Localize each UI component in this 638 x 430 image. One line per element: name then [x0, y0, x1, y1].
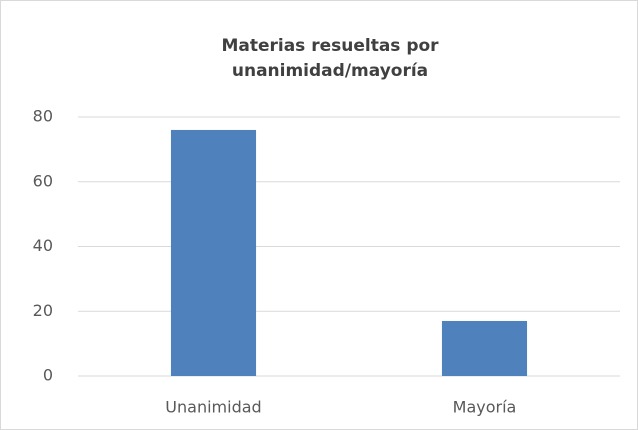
y-tick-label: 80 [33, 107, 53, 126]
bar [441, 320, 528, 376]
y-tick-label: 40 [33, 236, 53, 255]
y-tick-label: 60 [33, 171, 53, 190]
y-tick-label: 0 [43, 366, 53, 385]
chart-title: Materias resueltas por unanimidad/mayorí… [221, 36, 439, 81]
bar [170, 129, 257, 376]
y-tick-label: 20 [33, 301, 53, 320]
x-tick-label: Unanimidad [165, 398, 261, 417]
x-tick-label: Mayoría [453, 398, 517, 417]
